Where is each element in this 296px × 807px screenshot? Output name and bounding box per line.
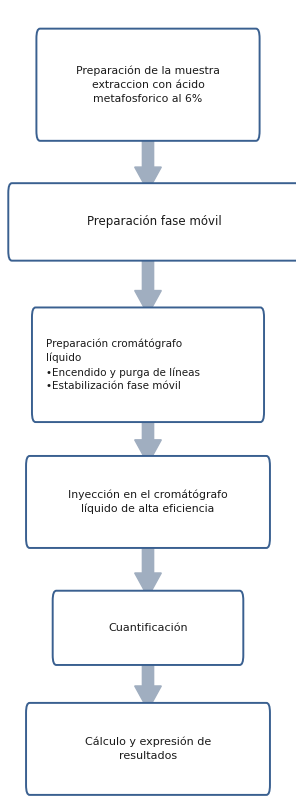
FancyArrow shape xyxy=(135,132,161,191)
Text: Cuantificación: Cuantificación xyxy=(108,623,188,633)
FancyBboxPatch shape xyxy=(32,307,264,422)
FancyArrow shape xyxy=(135,252,161,315)
FancyBboxPatch shape xyxy=(26,456,270,548)
Text: Preparación de la muestra
extraccion con ácido
metafosforico al 6%: Preparación de la muestra extraccion con… xyxy=(76,66,220,103)
FancyArrow shape xyxy=(135,538,161,597)
FancyBboxPatch shape xyxy=(53,591,243,665)
Text: Preparación cromátógrafo
líquido
•Encendido y purga de líneas
•Estabilización fa: Preparación cromátógrafo líquido •Encend… xyxy=(46,338,200,391)
Text: Inyección en el cromátógrafo
líquido de alta eficiencia: Inyección en el cromátógrafo líquido de … xyxy=(68,490,228,514)
FancyArrow shape xyxy=(135,655,161,710)
FancyBboxPatch shape xyxy=(26,703,270,795)
FancyBboxPatch shape xyxy=(8,183,296,261)
Text: Preparación fase móvil: Preparación fase móvil xyxy=(86,215,221,228)
FancyBboxPatch shape xyxy=(36,28,260,140)
Text: Cálculo y expresión de
resultados: Cálculo y expresión de resultados xyxy=(85,737,211,761)
FancyArrow shape xyxy=(135,413,161,464)
